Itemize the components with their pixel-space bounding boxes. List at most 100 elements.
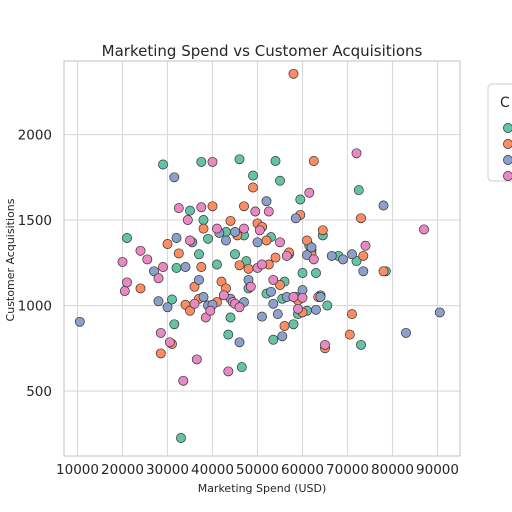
data-point: [275, 280, 285, 290]
y-axis-ticks: 500 1000 1500 2000: [18, 128, 52, 400]
data-point: [189, 281, 200, 292]
data-point: [302, 235, 312, 246]
data-point: [218, 290, 229, 301]
data-point: [252, 237, 263, 248]
data-point: [212, 223, 222, 234]
x-tick-label: 50000: [236, 462, 279, 478]
legend-marker: [503, 155, 512, 165]
x-tick-label: 80000: [371, 462, 414, 478]
series-2: [74, 172, 445, 348]
chart-title: Marketing Spend vs Customer Acquisitions: [102, 42, 423, 60]
data-point: [155, 327, 166, 338]
data-point: [122, 277, 132, 288]
data-point: [297, 268, 308, 278]
data-point: [311, 304, 321, 315]
data-point: [261, 196, 272, 207]
data-point: [268, 298, 279, 309]
data-point: [119, 286, 130, 296]
data-point: [189, 298, 200, 309]
y-tick-label: 2000: [18, 128, 52, 144]
data-point: [263, 206, 274, 217]
data-point: [290, 213, 301, 224]
data-point: [169, 172, 180, 183]
data-point: [308, 156, 319, 166]
data-point: [378, 266, 389, 277]
plot-area: [63, 60, 461, 457]
data-point: [203, 233, 213, 244]
data-point: [196, 202, 207, 213]
data-point: [216, 276, 227, 287]
data-point: [153, 273, 164, 284]
data-point: [230, 249, 240, 260]
data-point: [401, 327, 411, 338]
data-point: [173, 248, 184, 259]
data-point: [270, 252, 281, 263]
data-point: [358, 266, 369, 277]
data-point: [200, 312, 211, 323]
legend-marker: [503, 123, 512, 133]
data-point: [185, 205, 195, 216]
data-point: [135, 283, 146, 294]
legend-markers: [503, 123, 512, 181]
data-point: [182, 215, 193, 225]
data-point: [248, 170, 258, 181]
data-point: [223, 366, 234, 377]
data-point: [234, 337, 245, 348]
x-tick-label: 60000: [281, 462, 324, 478]
data-point: [225, 312, 236, 323]
data-point: [248, 182, 258, 193]
data-point: [270, 156, 281, 166]
data-point: [158, 159, 168, 170]
data-point: [196, 262, 207, 272]
x-tick-label: 30000: [146, 462, 189, 478]
data-point: [162, 239, 173, 249]
data-point: [315, 292, 326, 302]
data-point: [268, 334, 279, 345]
data-point: [164, 337, 175, 348]
data-point: [347, 309, 357, 320]
data-point: [198, 223, 209, 234]
data-point: [306, 242, 317, 253]
data-point: [288, 292, 299, 302]
data-point: [297, 292, 308, 303]
legend-marker: [503, 139, 512, 149]
data-point: [304, 187, 315, 198]
legend-marker: [503, 171, 512, 181]
data-point: [293, 303, 303, 314]
data-point: [221, 235, 231, 246]
data-point: [74, 316, 85, 327]
data-point: [320, 339, 330, 350]
data-point: [194, 249, 204, 260]
data-point: [167, 294, 177, 305]
data-point: [158, 262, 168, 272]
data-point: [254, 225, 265, 236]
data-point: [207, 156, 218, 167]
data-point: [234, 260, 245, 271]
data-point: [378, 200, 389, 211]
data-point: [239, 201, 249, 212]
data-point: [288, 68, 299, 79]
data-point: [360, 240, 371, 251]
data-point: [257, 311, 267, 322]
x-axis-label: Marketing Spend (USD): [198, 482, 327, 495]
data-point: [171, 262, 182, 273]
data-point: [338, 254, 348, 265]
data-point: [277, 331, 288, 342]
data-point: [198, 292, 209, 302]
data-point: [194, 274, 204, 285]
data-point: [257, 259, 267, 270]
data-point: [344, 329, 355, 340]
data-point: [198, 215, 209, 225]
data-point: [169, 319, 180, 330]
data-points: [74, 68, 445, 443]
data-point: [117, 256, 128, 267]
data-point: [236, 362, 247, 373]
data-point: [317, 225, 328, 236]
x-tick-label: 20000: [101, 462, 144, 478]
data-point: [311, 268, 321, 278]
data-point: [205, 305, 216, 316]
y-axis-label: Customer Acquisitions: [4, 198, 17, 321]
data-point: [275, 237, 285, 248]
grid: [64, 61, 460, 456]
